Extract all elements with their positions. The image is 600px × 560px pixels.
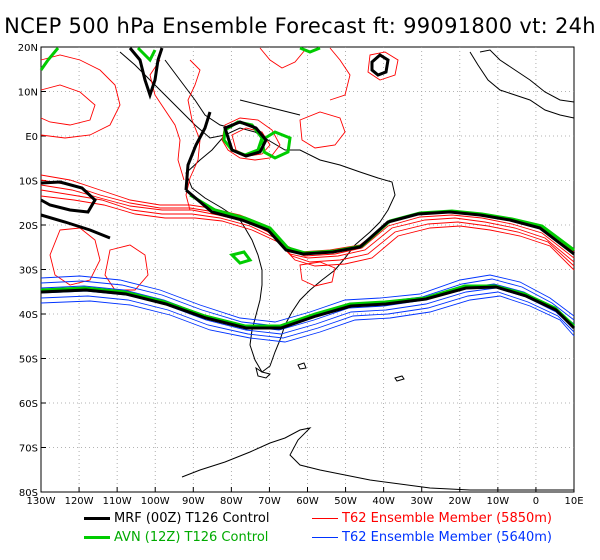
lat-tick-label: E0: [25, 132, 38, 143]
legend-item-mrf: MRF (00Z) T126 Control: [84, 511, 269, 526]
longitude-labels: 130W 120W 110W 100W 90W 80W 70W 60W 50W 40W 30W 20W…: [27, 496, 584, 507]
legend-label-ens-5640: T62 Ensemble Member (5640m): [342, 530, 552, 545]
lon-tick-label: 130W: [27, 496, 56, 507]
lat-tick-label: 40S: [19, 310, 38, 321]
legend-item-avn: AVN (12Z) T126 Control: [84, 530, 268, 545]
lon-tick-label: 110W: [103, 496, 132, 507]
coastline-south-america: [185, 127, 396, 373]
lat-tick-label: 20N: [18, 43, 38, 54]
lat-tick-label: 50S: [19, 355, 38, 366]
lon-tick-label: 90W: [182, 496, 205, 507]
legend-swatch-ens-5850: [312, 518, 338, 519]
legend-label-avn: AVN (12Z) T126 Control: [114, 530, 269, 545]
coastline-caribbean: [239, 99, 301, 116]
lat-tick-label: 10N: [18, 88, 38, 99]
coastline-central-america: [119, 51, 226, 139]
coastline-antarctica: [181, 427, 574, 491]
lat-tick-label: 80S: [19, 488, 38, 499]
lon-tick-label: 20W: [448, 496, 471, 507]
coastline-africa-west: [479, 49, 575, 103]
coastlines: [119, 49, 575, 491]
coastline-falklands: [297, 362, 307, 370]
lat-tick-label: 30S: [19, 266, 38, 277]
lon-tick-label: 40W: [372, 496, 395, 507]
lon-tick-label: 10E: [564, 496, 583, 507]
legend-item-ens-5850: T62 Ensemble Member (5850m): [312, 511, 552, 526]
legend-swatch-ens-5640: [312, 537, 338, 538]
map-title: NCEP 500 hPa Ensemble Forecast ft: 99091…: [4, 14, 596, 38]
lat-tick-label: 60S: [19, 399, 38, 410]
legend-label-ens-5850: T62 Ensemble Member (5850m): [342, 511, 552, 526]
lon-tick-label: 30W: [410, 496, 433, 507]
lon-tick-label: 0: [533, 496, 539, 507]
mrf-control-contours: [40, 47, 576, 330]
legend-swatch-mrf: [84, 517, 110, 520]
lon-tick-label: 70W: [258, 496, 281, 507]
lat-tick-label: 20S: [19, 221, 38, 232]
coastline-tierra-del-fuego: [255, 366, 271, 379]
coastline-central-america-east: [164, 59, 233, 129]
latitude-labels: 20N 10N E0 10S 20S 30S 40S 50S 60S 70S 80S: [18, 43, 38, 499]
lon-tick-label: 10W: [487, 496, 510, 507]
coastline-south-georgia: [394, 375, 405, 382]
map-frame: [40, 46, 575, 493]
legend-swatch-avn: [84, 536, 110, 539]
legend-label-mrf: MRF (00Z) T126 Control: [114, 511, 270, 526]
lon-tick-label: 120W: [65, 496, 94, 507]
lon-tick-label: 50W: [334, 496, 357, 507]
legend-item-ens-5640: T62 Ensemble Member (5640m): [312, 530, 552, 545]
lon-tick-label: 80W: [220, 496, 243, 507]
lat-tick-label: 70S: [19, 444, 38, 455]
lon-tick-label: 100W: [141, 496, 170, 507]
lat-tick-label: 10S: [19, 177, 38, 188]
coastline-africa: [469, 51, 575, 119]
lon-tick-label: 60W: [296, 496, 319, 507]
grid: [40, 46, 575, 493]
